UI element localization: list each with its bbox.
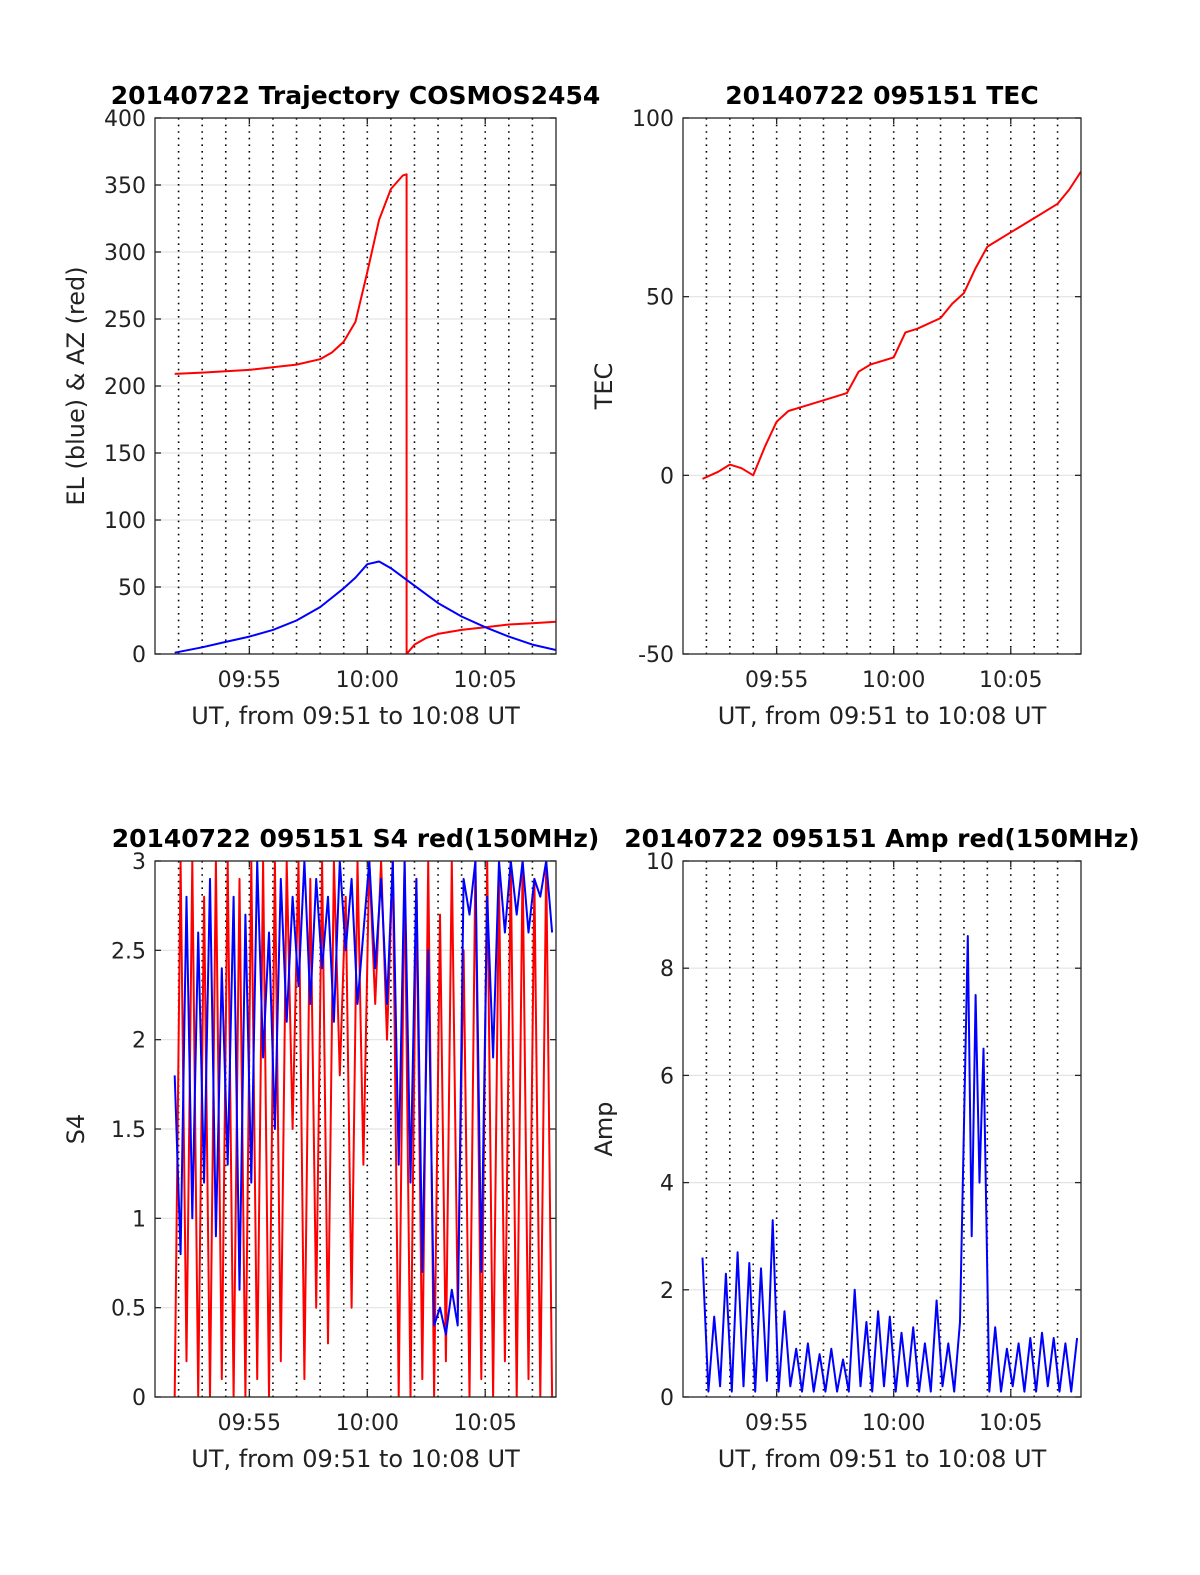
y-tick-label: 10 xyxy=(646,850,674,875)
y-axis-label: EL (blue) & AZ (red) xyxy=(62,266,90,505)
chart-panel-4: 0 2 4 6 8 10 09:55 10:00 10:05 20140722 095151 Am… xyxy=(590,824,1140,1473)
chart-panel-3: 0 0.5 1 1.5 2 2.5 3 09:55 10:00 10:05 20140722 095… xyxy=(62,824,599,1473)
y-tick-label: 250 xyxy=(104,308,146,333)
chart-panel-1: 0 50 100 150 200 250 300 350 400 09:55 10:00 10:05 2… xyxy=(62,81,600,730)
x-tick-label: 10:05 xyxy=(454,668,517,693)
y-tick-label: 350 xyxy=(104,174,146,199)
x-tick-label: 09:55 xyxy=(218,668,281,693)
y-tick-label: 2 xyxy=(660,1279,674,1304)
y-tick-label: 50 xyxy=(646,286,674,311)
y-tick-label: 400 xyxy=(104,107,146,132)
y-tick-label: 1 xyxy=(132,1207,146,1232)
chart-title: 20140722 095151 TEC xyxy=(725,81,1038,110)
x-axis-label: UT, from 09:51 to 10:08 UT xyxy=(718,702,1047,730)
series-line-1 xyxy=(174,173,556,654)
x-tick-label: 10:00 xyxy=(336,1411,399,1436)
x-tick-label: 10:05 xyxy=(979,668,1042,693)
chart-panel-2: -50 0 50 100 09:55 10:00 10:05 20140722 095151 … xyxy=(590,81,1082,730)
y-tick-label: 2 xyxy=(132,1029,146,1054)
series-line-2 xyxy=(173,861,554,1336)
x-tick-label: 09:55 xyxy=(745,1411,808,1436)
series-line-1 xyxy=(702,171,1081,480)
chart-title: 20140722 095151 Amp red(150MHz) xyxy=(624,824,1140,853)
y-tick-label: 2.5 xyxy=(111,939,146,964)
y-tick-label: 300 xyxy=(104,241,146,266)
y-tick-label: -50 xyxy=(638,643,674,668)
chart-title: 20140722 095151 S4 red(150MHz) xyxy=(112,824,600,853)
series-line-2 xyxy=(174,560,556,654)
chart-title: 20140722 Trajectory COSMOS2454 xyxy=(111,81,601,110)
plot-frame xyxy=(682,860,1082,1398)
y-axis-label: TEC xyxy=(590,363,618,411)
x-tick-label: 10:00 xyxy=(862,1411,925,1436)
x-tick-label: 09:55 xyxy=(218,1411,281,1436)
y-tick-label: 150 xyxy=(104,442,146,467)
y-tick-label: 200 xyxy=(104,375,146,400)
y-tick-label: 100 xyxy=(632,107,674,132)
plot-frame xyxy=(682,117,1082,655)
y-axis-label: S4 xyxy=(62,1114,90,1145)
y-tick-label: 0 xyxy=(660,1386,674,1411)
x-axis-label: UT, from 09:51 to 10:08 UT xyxy=(191,702,520,730)
y-tick-label: 3 xyxy=(132,850,146,875)
y-tick-label: 1.5 xyxy=(111,1118,146,1143)
y-tick-label: 0 xyxy=(132,1386,146,1411)
x-axis-label: UT, from 09:51 to 10:08 UT xyxy=(191,1445,520,1473)
y-tick-label: 6 xyxy=(660,1064,674,1089)
x-axis-label: UT, from 09:51 to 10:08 UT xyxy=(718,1445,1047,1473)
series-line-1 xyxy=(173,861,554,1397)
y-tick-label: 0 xyxy=(660,464,674,489)
series-line-1 xyxy=(701,935,1079,1393)
x-tick-label: 09:55 xyxy=(745,668,808,693)
x-tick-label: 10:00 xyxy=(862,668,925,693)
y-tick-label: 4 xyxy=(660,1172,674,1197)
y-axis-label: Amp xyxy=(590,1101,618,1156)
y-tick-label: 0.5 xyxy=(111,1297,146,1322)
y-tick-label: 8 xyxy=(660,957,674,982)
x-tick-label: 10:00 xyxy=(336,668,399,693)
y-tick-label: 100 xyxy=(104,509,146,534)
x-tick-label: 10:05 xyxy=(454,1411,517,1436)
x-tick-label: 10:05 xyxy=(979,1411,1042,1436)
y-tick-label: 0 xyxy=(132,643,146,668)
y-tick-label: 50 xyxy=(118,576,146,601)
